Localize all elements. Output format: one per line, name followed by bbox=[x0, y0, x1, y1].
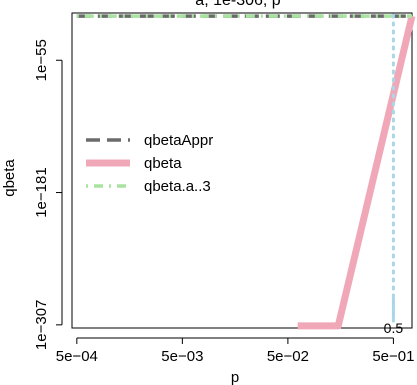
x-axis: 5e−04 5e−03 5e−02 5e−01 bbox=[56, 337, 414, 365]
annotation-layer: 0.5 bbox=[384, 13, 404, 336]
y-tick-label: 1e−307 bbox=[33, 300, 50, 350]
y-tick-label: 1e−181 bbox=[33, 167, 50, 217]
legend-label: qbeta.a..3 bbox=[144, 178, 211, 195]
y-tick-label: 1e−55 bbox=[33, 39, 50, 81]
chart-title: a, 1e-306, p bbox=[195, 0, 281, 9]
legend-label: qbetaAppr bbox=[144, 132, 213, 149]
x-tick-label: 5e−04 bbox=[56, 348, 98, 365]
series-layer bbox=[76, 14, 416, 330]
y-axis: 1e−55 1e−181 1e−307 bbox=[33, 39, 63, 350]
plot-box bbox=[71, 12, 413, 329]
x-tick-label: 5e−02 bbox=[267, 348, 309, 365]
legend: qbetaAppr qbeta qbeta.a..3 bbox=[86, 132, 213, 195]
legend-label: qbeta bbox=[144, 155, 182, 172]
x-tick-label: 5e−01 bbox=[372, 348, 414, 365]
y-axis-label: qbeta bbox=[1, 159, 18, 197]
x-axis-label: p bbox=[231, 369, 239, 385]
x-tick-label: 5e−03 bbox=[161, 348, 203, 365]
annotation-label: 0.5 bbox=[384, 320, 404, 336]
series-line-qbeta bbox=[297, 15, 416, 330]
